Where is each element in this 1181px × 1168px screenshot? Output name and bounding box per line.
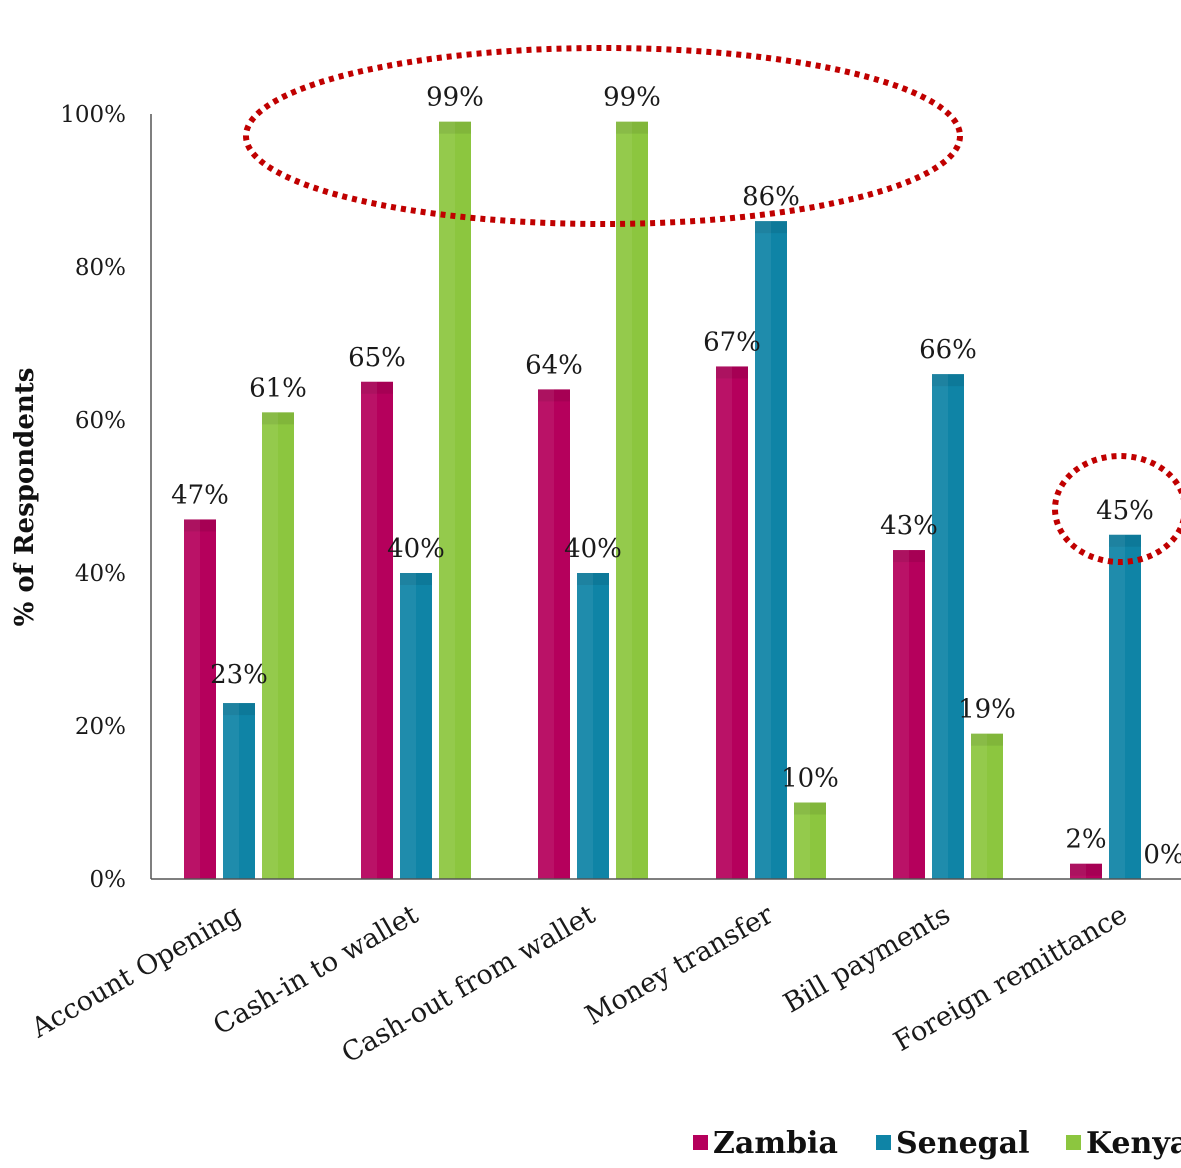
y-tick-label: 80% — [75, 255, 126, 281]
category-label: Bill payments — [778, 899, 955, 1019]
legend-swatch-zambia — [693, 1135, 708, 1150]
bar-gloss — [538, 389, 554, 879]
bar-top-shade — [361, 381, 393, 394]
data-label-kenya-1: 99% — [426, 83, 484, 113]
bar-gloss — [361, 381, 377, 879]
data-label-kenya-0: 61% — [249, 373, 307, 403]
bar-zambia-4 — [893, 550, 925, 879]
y-tick-label: 60% — [75, 408, 126, 434]
y-tick-label: 100% — [60, 102, 126, 128]
data-label-zambia-2: 64% — [525, 350, 583, 380]
data-label-zambia-4: 43% — [880, 511, 938, 541]
data-label-zambia-0: 47% — [171, 480, 229, 510]
y-tick-label: 0% — [90, 867, 127, 893]
bar-top-shade — [893, 550, 925, 563]
bar-top-shade — [794, 802, 826, 815]
legend: Zambia Senegal Kenya — [693, 1126, 1181, 1161]
data-label-kenya-2: 99% — [603, 83, 661, 113]
bar-gloss — [893, 550, 909, 879]
bar-kenya-1 — [439, 121, 471, 879]
bar-kenya-2 — [616, 121, 648, 879]
bar-top-shade — [1070, 863, 1102, 876]
bar-gloss — [1109, 534, 1125, 879]
bar-top-shade — [262, 412, 294, 425]
bar-zambia-3 — [716, 366, 748, 879]
legend-swatch-senegal — [876, 1135, 891, 1150]
data-labels: 47% 65% 64% 67% 43% 2% 23% 40% 40% 86% 66% 45% 61% 99… — [171, 83, 1181, 870]
highlight-ellipse-top — [243, 45, 963, 227]
data-label-senegal-2: 40% — [564, 534, 622, 564]
bar-gloss — [755, 221, 771, 880]
data-label-senegal-3: 86% — [742, 182, 800, 212]
data-label-kenya-4: 19% — [958, 695, 1016, 725]
legend-label-senegal: Senegal — [896, 1126, 1029, 1161]
bar-kenya-3 — [794, 802, 826, 879]
highlight-ellipse-remittance — [1052, 453, 1181, 565]
data-label-senegal-1: 40% — [387, 534, 445, 564]
y-axis-title: % of Respondents — [10, 368, 40, 627]
bar-gloss — [439, 121, 455, 879]
data-label-senegal-0: 23% — [210, 660, 268, 690]
bar-gloss — [400, 573, 416, 879]
bar-gloss — [577, 573, 593, 879]
bar-gloss — [184, 519, 200, 879]
bar-zambia-5 — [1070, 863, 1102, 879]
bar-top-shade — [538, 389, 570, 402]
data-label-zambia-1: 65% — [348, 343, 406, 373]
data-label-senegal-4: 66% — [919, 335, 977, 365]
bar-kenya-0 — [262, 412, 294, 879]
bar-top-shade — [755, 221, 787, 234]
data-label-senegal-5: 45% — [1096, 496, 1154, 526]
bar-gloss — [971, 733, 987, 879]
y-axis-ticks: 0% 20% 40% 60% 80% 100% — [60, 102, 126, 893]
category-label: Money transfer — [580, 899, 778, 1031]
bar-senegal-3 — [755, 221, 787, 880]
bar-gloss — [262, 412, 278, 879]
bar-gloss — [616, 121, 632, 879]
bar-senegal-5 — [1109, 534, 1141, 879]
legend-label-zambia: Zambia — [713, 1126, 838, 1161]
bar-top-shade — [971, 733, 1003, 746]
bar-top-shade — [577, 573, 609, 585]
bar-top-shade — [716, 366, 748, 379]
bar-senegal-1 — [400, 573, 432, 879]
data-label-kenya-3: 10% — [781, 764, 839, 794]
bar-gloss — [1070, 863, 1086, 879]
bar-top-shade — [400, 573, 432, 585]
legend-label-kenya: Kenya — [1086, 1126, 1181, 1161]
bar-gloss — [223, 703, 239, 879]
legend-swatch-kenya — [1066, 1135, 1081, 1150]
bar-senegal-0 — [223, 703, 255, 879]
bar-zambia-0 — [184, 519, 216, 879]
data-label-kenya-5: 0% — [1143, 840, 1181, 870]
data-label-zambia-5: 2% — [1065, 825, 1106, 855]
y-tick-label: 40% — [75, 561, 126, 587]
bar-gloss — [794, 802, 810, 879]
bar-kenya-4 — [971, 733, 1003, 879]
bar-top-shade — [223, 703, 255, 716]
bar-senegal-2 — [577, 573, 609, 879]
bar-top-shade — [184, 519, 216, 532]
bar-gloss — [932, 374, 948, 879]
bar-senegal-4 — [932, 374, 964, 879]
bar-top-shade — [1109, 534, 1141, 547]
data-label-zambia-3: 67% — [703, 327, 761, 357]
y-tick-label: 20% — [75, 714, 126, 740]
bars-group — [184, 121, 1141, 880]
bar-top-shade — [616, 121, 648, 134]
bar-gloss — [716, 366, 732, 879]
bar-top-shade — [932, 374, 964, 387]
bar-top-shade — [439, 121, 471, 134]
bar-zambia-2 — [538, 389, 570, 879]
bar-zambia-1 — [361, 381, 393, 879]
